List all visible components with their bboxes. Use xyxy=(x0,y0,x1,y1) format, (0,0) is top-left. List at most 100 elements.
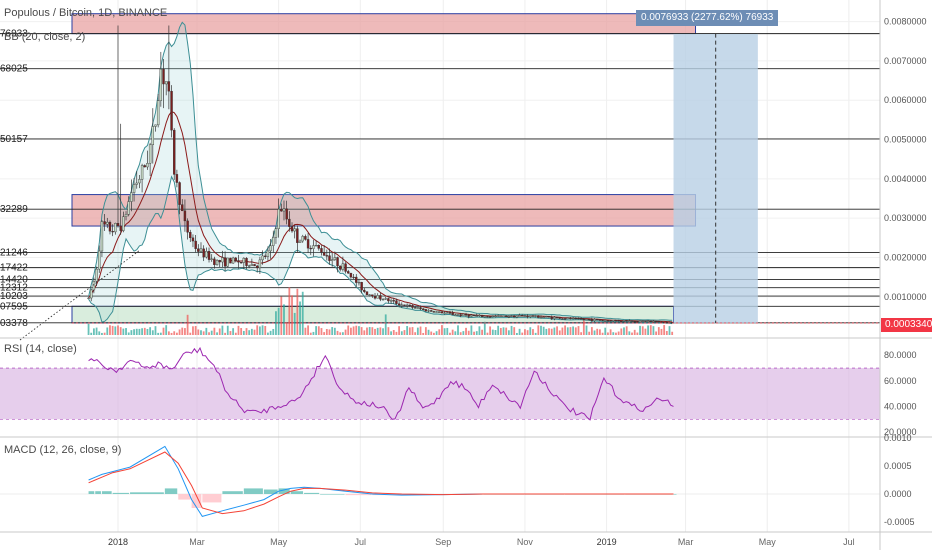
volume-bar xyxy=(368,326,371,335)
x-tick-label: Jul xyxy=(843,537,855,547)
macd-histogram-bar xyxy=(243,488,263,494)
volume-bar xyxy=(516,332,518,335)
volume-bar xyxy=(470,325,473,335)
candle-body xyxy=(140,165,144,180)
volume-bar xyxy=(178,329,181,335)
volume-bar xyxy=(218,328,221,335)
candle-body xyxy=(325,255,329,257)
volume-bar xyxy=(454,331,457,335)
candle-body xyxy=(569,317,572,320)
volume-bar xyxy=(162,327,165,335)
volume-bar xyxy=(647,325,649,335)
candle-body xyxy=(368,294,371,296)
macd-tick-label: 0.0010 xyxy=(884,433,912,443)
candle-body xyxy=(288,218,291,227)
volume-bar xyxy=(331,327,334,335)
y-tick-label: 0.0060000 xyxy=(884,95,927,105)
volume-bar xyxy=(524,329,526,335)
candle-body xyxy=(521,315,524,317)
candle-body xyxy=(355,276,358,283)
volume-bar xyxy=(422,332,425,335)
volume-bar xyxy=(481,329,483,335)
candle-body xyxy=(491,315,495,318)
volume-bar xyxy=(234,332,237,335)
volume-bar xyxy=(224,332,226,335)
candle-body xyxy=(529,315,532,317)
candle-body xyxy=(555,317,559,319)
candle-body xyxy=(371,294,374,297)
candle-body xyxy=(464,313,468,316)
macd-histogram-bar xyxy=(164,488,178,494)
candle-body xyxy=(459,314,462,316)
volume-bar xyxy=(125,328,127,335)
volume-bar xyxy=(540,325,542,335)
candles xyxy=(87,25,674,324)
volume-bar xyxy=(336,330,339,335)
volume-bar xyxy=(269,330,272,335)
volume-bar xyxy=(149,327,152,335)
volume-bar xyxy=(615,332,617,335)
volume-bar xyxy=(250,328,253,335)
volume-bar xyxy=(427,329,430,335)
volume-bar xyxy=(443,328,446,335)
level-label: 10203 xyxy=(0,291,28,302)
volume-bar xyxy=(133,329,135,335)
candle-body xyxy=(156,100,160,126)
volume-bar xyxy=(588,331,591,335)
volume-bar xyxy=(582,320,585,335)
candle-body xyxy=(347,271,350,274)
volume-bar xyxy=(323,332,326,335)
candle-body xyxy=(269,245,272,252)
candle-body xyxy=(272,237,275,246)
candle-body xyxy=(563,318,567,320)
macd-histogram-bar xyxy=(95,491,101,494)
candle-body xyxy=(432,311,436,313)
candle-body xyxy=(197,248,200,252)
candle-body xyxy=(223,257,227,267)
volume-bar xyxy=(202,331,205,335)
macd-histogram-bar xyxy=(278,488,290,494)
volume-bar xyxy=(192,326,194,335)
level-label: 76933 xyxy=(0,29,28,40)
candle-body xyxy=(154,124,157,127)
volume-bar xyxy=(499,327,502,335)
volume-bar xyxy=(548,328,550,335)
candle-body xyxy=(119,225,122,231)
macd-histogram-bar xyxy=(101,491,112,494)
volume-bar xyxy=(170,332,173,335)
candle-body xyxy=(630,320,634,322)
volume-bar xyxy=(325,328,328,335)
x-tick-label: Mar xyxy=(189,537,205,547)
volume-bar xyxy=(293,312,296,335)
volume-bar xyxy=(253,329,256,335)
volume-bar xyxy=(411,327,414,335)
candle-body xyxy=(523,315,527,317)
candle-body xyxy=(507,316,511,318)
candle-body xyxy=(116,223,120,227)
candle-body xyxy=(513,315,516,318)
level-label: 21246 xyxy=(0,248,28,259)
macd-histogram-bar xyxy=(222,491,243,494)
volume-bar xyxy=(328,329,331,335)
candle-body xyxy=(614,320,618,322)
candle-body xyxy=(531,315,535,317)
candle-body xyxy=(438,311,441,313)
volume-bar xyxy=(660,328,663,335)
candle-body xyxy=(215,260,219,265)
candle-body xyxy=(103,221,106,225)
candle-body xyxy=(579,318,583,320)
volume-bar xyxy=(194,326,197,335)
candle-body xyxy=(430,310,433,312)
candle-body xyxy=(577,318,580,320)
candle-body xyxy=(550,316,553,319)
candle-body xyxy=(582,318,586,320)
candle-body xyxy=(408,304,412,306)
volume-bar xyxy=(143,327,146,335)
candle-body xyxy=(416,307,420,309)
level-label: 50157 xyxy=(0,134,28,145)
candle-body xyxy=(205,251,208,258)
volume-bar xyxy=(457,325,459,335)
candle-body xyxy=(633,321,636,323)
volume-bar xyxy=(109,325,111,335)
